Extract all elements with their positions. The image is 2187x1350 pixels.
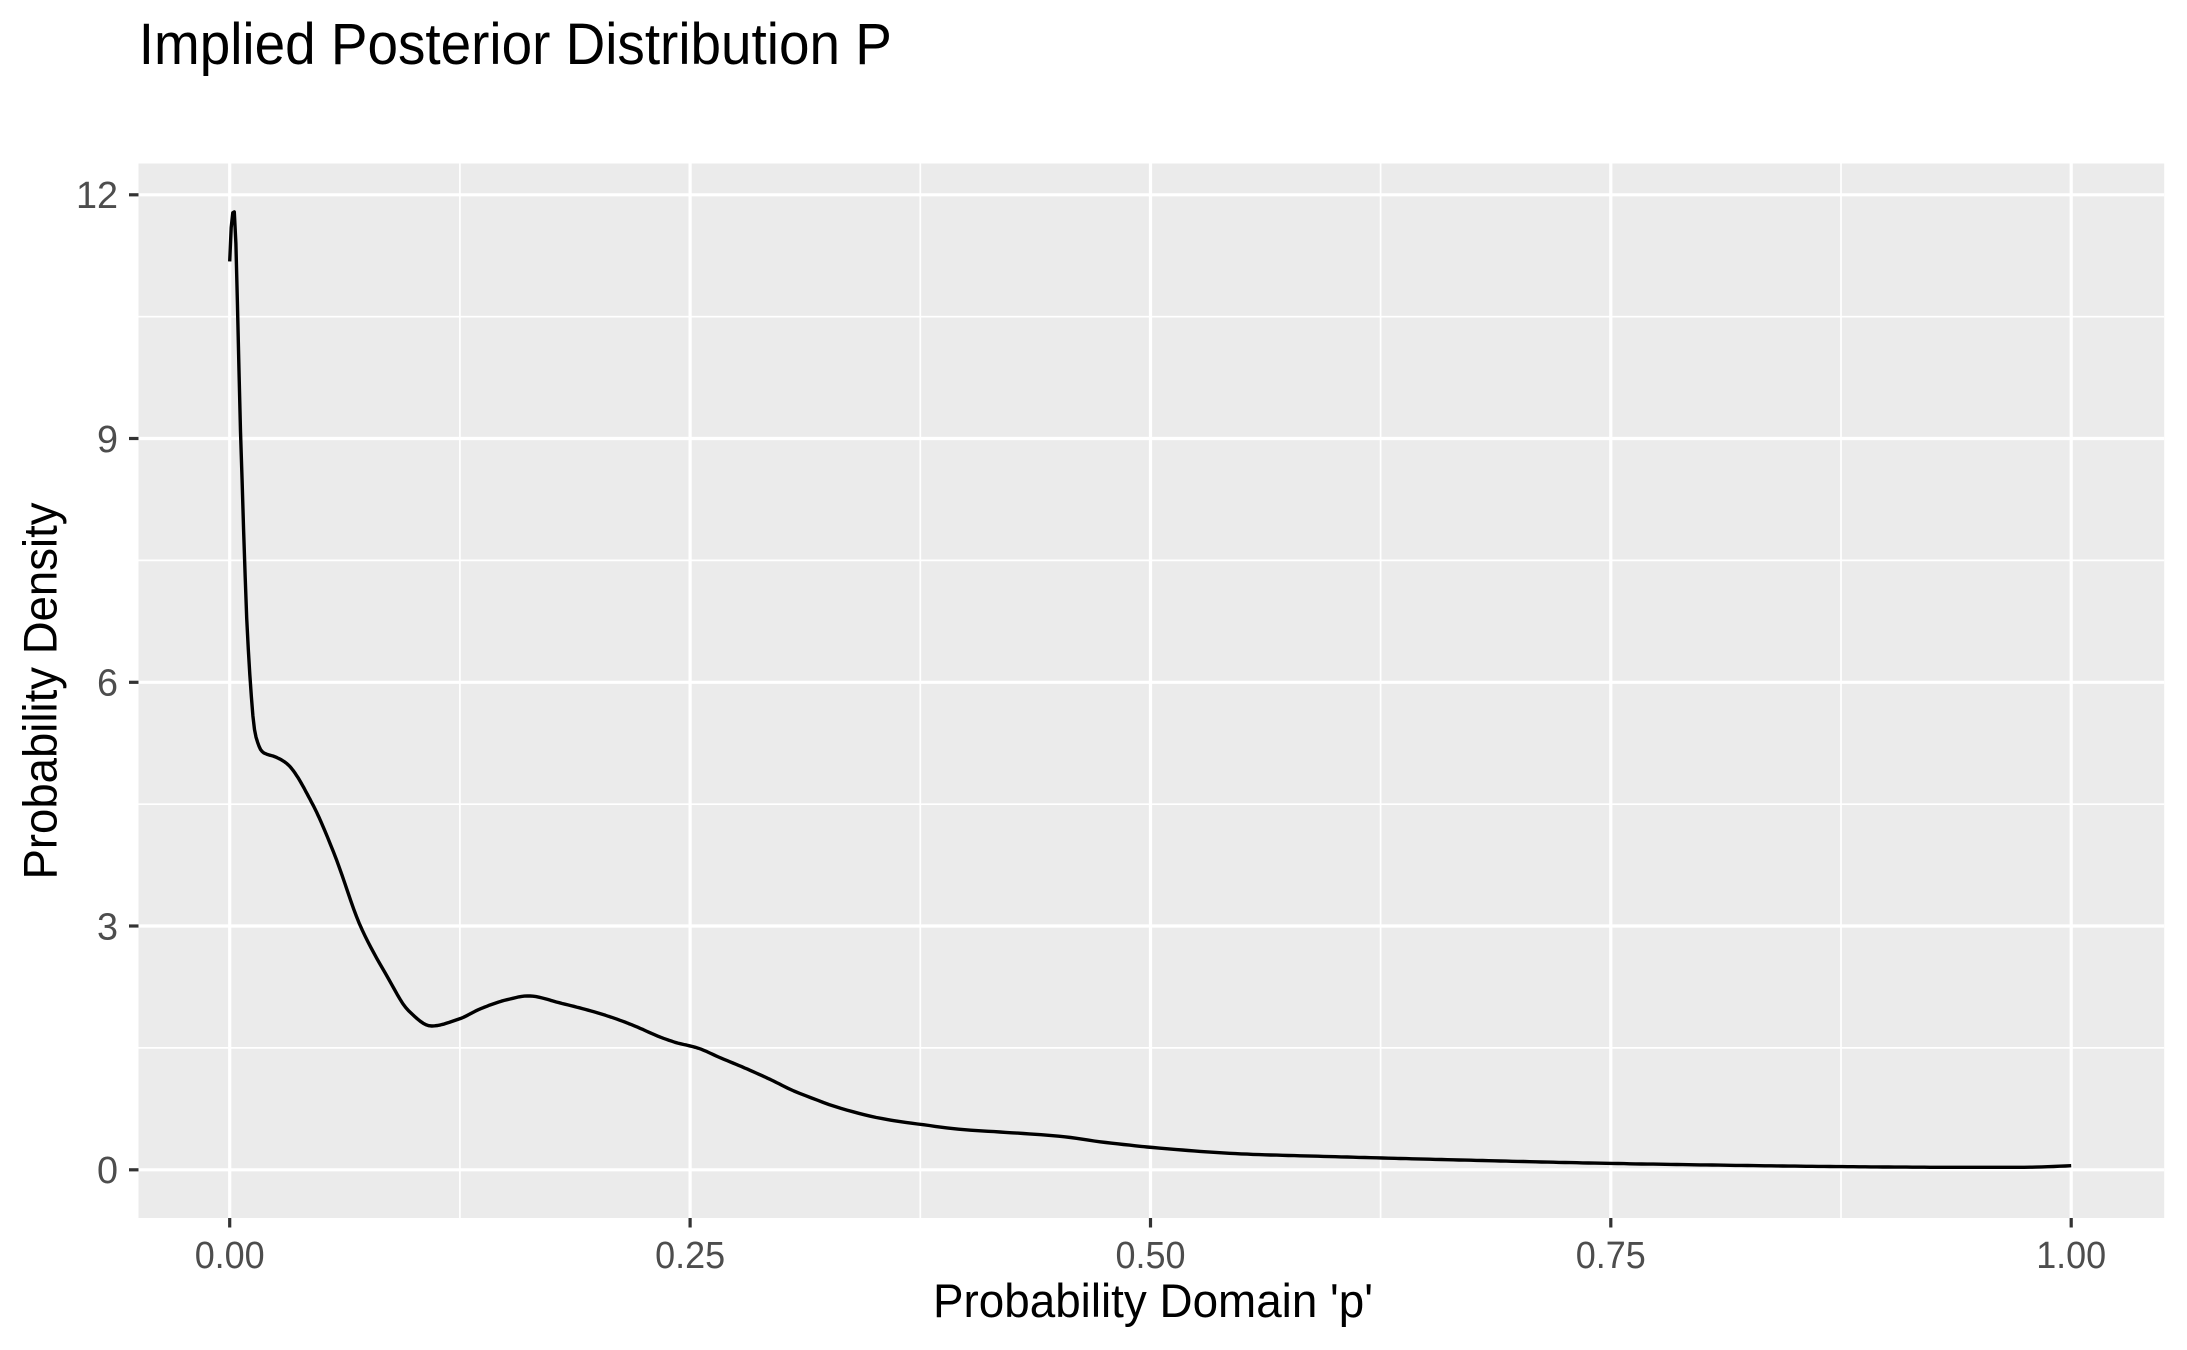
svg-text:Probability Domain 'p': Probability Domain 'p' [933, 1275, 1373, 1328]
svg-text:9: 9 [97, 419, 118, 461]
svg-text:0.00: 0.00 [195, 1235, 265, 1277]
svg-text:0: 0 [97, 1150, 118, 1192]
svg-text:6: 6 [97, 663, 118, 705]
svg-text:0.25: 0.25 [655, 1235, 725, 1277]
svg-text:12: 12 [76, 175, 118, 217]
svg-text:0.50: 0.50 [1116, 1235, 1186, 1277]
svg-text:Probability Density: Probability Density [15, 502, 68, 879]
svg-text:3: 3 [97, 906, 118, 948]
svg-text:0.75: 0.75 [1576, 1235, 1646, 1277]
svg-text:Implied Posterior Distribution: Implied Posterior Distribution P [139, 12, 892, 77]
svg-text:1.00: 1.00 [2036, 1235, 2106, 1277]
